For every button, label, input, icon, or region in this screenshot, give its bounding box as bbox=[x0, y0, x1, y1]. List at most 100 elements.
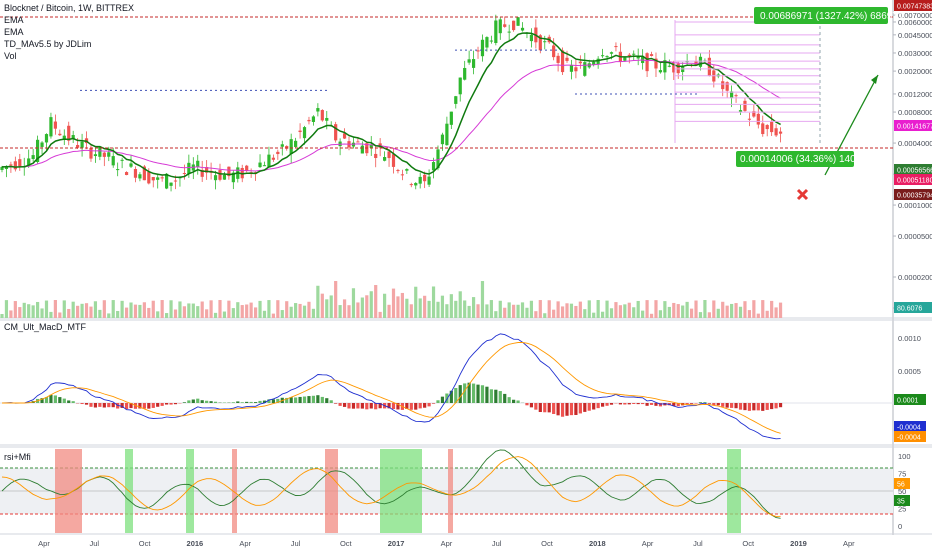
volume-bar bbox=[253, 307, 258, 318]
candle-body bbox=[62, 135, 66, 140]
volume-bar bbox=[276, 300, 280, 318]
price-badge bbox=[894, 174, 932, 185]
time-tick-label: Apr bbox=[441, 539, 453, 548]
candle-body bbox=[35, 139, 40, 163]
candle-body bbox=[231, 172, 235, 183]
volume-bar bbox=[325, 299, 329, 318]
macd-histogram-bar bbox=[307, 396, 311, 403]
candle-body bbox=[592, 61, 596, 65]
candle-body bbox=[316, 108, 320, 112]
macd-histogram-bar bbox=[431, 403, 436, 404]
volume-bar bbox=[378, 311, 382, 318]
candle-body bbox=[49, 117, 53, 137]
volume-bar bbox=[311, 308, 316, 318]
projection-arrowhead bbox=[871, 75, 878, 84]
candle-body bbox=[480, 39, 485, 57]
volume-bar bbox=[218, 300, 222, 318]
volume-bar bbox=[320, 293, 324, 318]
candle-body bbox=[98, 146, 102, 157]
volume-bar bbox=[436, 301, 440, 318]
volume-bar bbox=[173, 309, 178, 318]
callout-top-text: 0.00686971 (1327.42%) 686971 bbox=[760, 11, 904, 22]
macd-histogram-bar bbox=[276, 398, 280, 403]
candle-body bbox=[200, 169, 204, 177]
volume-bar bbox=[632, 307, 636, 318]
candle-body bbox=[285, 146, 289, 149]
candle-body bbox=[503, 24, 507, 27]
volume-bar bbox=[400, 292, 404, 318]
volume-bar bbox=[529, 300, 534, 318]
time-tick-label: Oct bbox=[541, 539, 554, 548]
volume-bar bbox=[592, 312, 596, 318]
macd-histogram-bar bbox=[44, 397, 49, 403]
volume-bar bbox=[209, 300, 213, 318]
volume-bar bbox=[298, 303, 302, 318]
candle-body bbox=[605, 56, 609, 58]
volume-bar bbox=[730, 303, 734, 318]
candle-body bbox=[623, 57, 627, 61]
macd-histogram-bar bbox=[725, 403, 729, 408]
volume-bar bbox=[467, 305, 471, 318]
macd-histogram-bar bbox=[311, 395, 316, 403]
time-tick-label: Jul bbox=[693, 539, 703, 548]
candle-body bbox=[280, 144, 284, 147]
stop-x-mark bbox=[796, 188, 809, 201]
volume-bar bbox=[569, 303, 574, 318]
candle-body bbox=[182, 173, 187, 175]
macd-histogram-bar bbox=[209, 401, 213, 403]
macd-histogram-bar bbox=[498, 391, 502, 403]
x-stroke bbox=[796, 188, 809, 201]
macd-histogram-bar bbox=[547, 403, 551, 413]
rsi-badge-text: 35 bbox=[897, 499, 905, 506]
candle-body bbox=[667, 65, 671, 67]
volume-bar bbox=[538, 300, 542, 318]
candle-body bbox=[89, 148, 93, 159]
volume-bar bbox=[62, 300, 66, 318]
candle-body bbox=[409, 184, 413, 186]
macd-histogram-bar bbox=[618, 403, 622, 405]
volume-bar bbox=[84, 303, 89, 318]
candle-body bbox=[730, 91, 734, 99]
volume-bar bbox=[409, 304, 413, 318]
candle-body bbox=[761, 123, 765, 135]
rsi-tick-label: 100 bbox=[898, 452, 911, 461]
candle-body bbox=[267, 154, 271, 168]
time-tick-label: 2016 bbox=[187, 539, 204, 548]
price-badge-text: 80.6076 bbox=[897, 306, 922, 313]
price-axis-strip bbox=[893, 0, 932, 550]
candle-body bbox=[747, 118, 752, 120]
rsi-tick-label: 25 bbox=[898, 505, 906, 514]
candle-body bbox=[342, 133, 347, 139]
volume-bar bbox=[98, 309, 102, 318]
candle-body bbox=[151, 177, 155, 181]
volume-bar bbox=[138, 304, 142, 318]
macd-histogram-bar bbox=[658, 403, 663, 407]
candle-body bbox=[774, 128, 778, 136]
volume-bar bbox=[342, 299, 347, 318]
macd-histogram-bar bbox=[627, 403, 631, 405]
volume-bar bbox=[480, 281, 485, 318]
macd-histogram-bar bbox=[752, 403, 756, 411]
macd-histogram-bar bbox=[120, 403, 124, 408]
candle-body bbox=[383, 157, 387, 161]
macd-histogram-bar bbox=[253, 402, 258, 403]
macd-histogram-bar bbox=[102, 403, 106, 408]
candle-body bbox=[516, 17, 520, 26]
time-tick-label: Apr bbox=[642, 539, 654, 548]
volume-bar bbox=[627, 302, 631, 318]
candle-body bbox=[543, 41, 547, 43]
candle-body bbox=[658, 70, 663, 73]
price-badge-text: 0.00056566 bbox=[897, 168, 932, 175]
macd-histogram-bar bbox=[654, 403, 658, 406]
volume-bar bbox=[512, 304, 516, 318]
volume-bar bbox=[71, 301, 75, 318]
price-pane[interactable] bbox=[0, 14, 783, 192]
macd-badge-text: 0.0001 bbox=[897, 398, 919, 405]
volume-bar bbox=[227, 300, 231, 318]
volume-bar bbox=[294, 303, 298, 318]
macd-histogram-bar bbox=[160, 403, 164, 406]
candle-body bbox=[351, 142, 356, 147]
